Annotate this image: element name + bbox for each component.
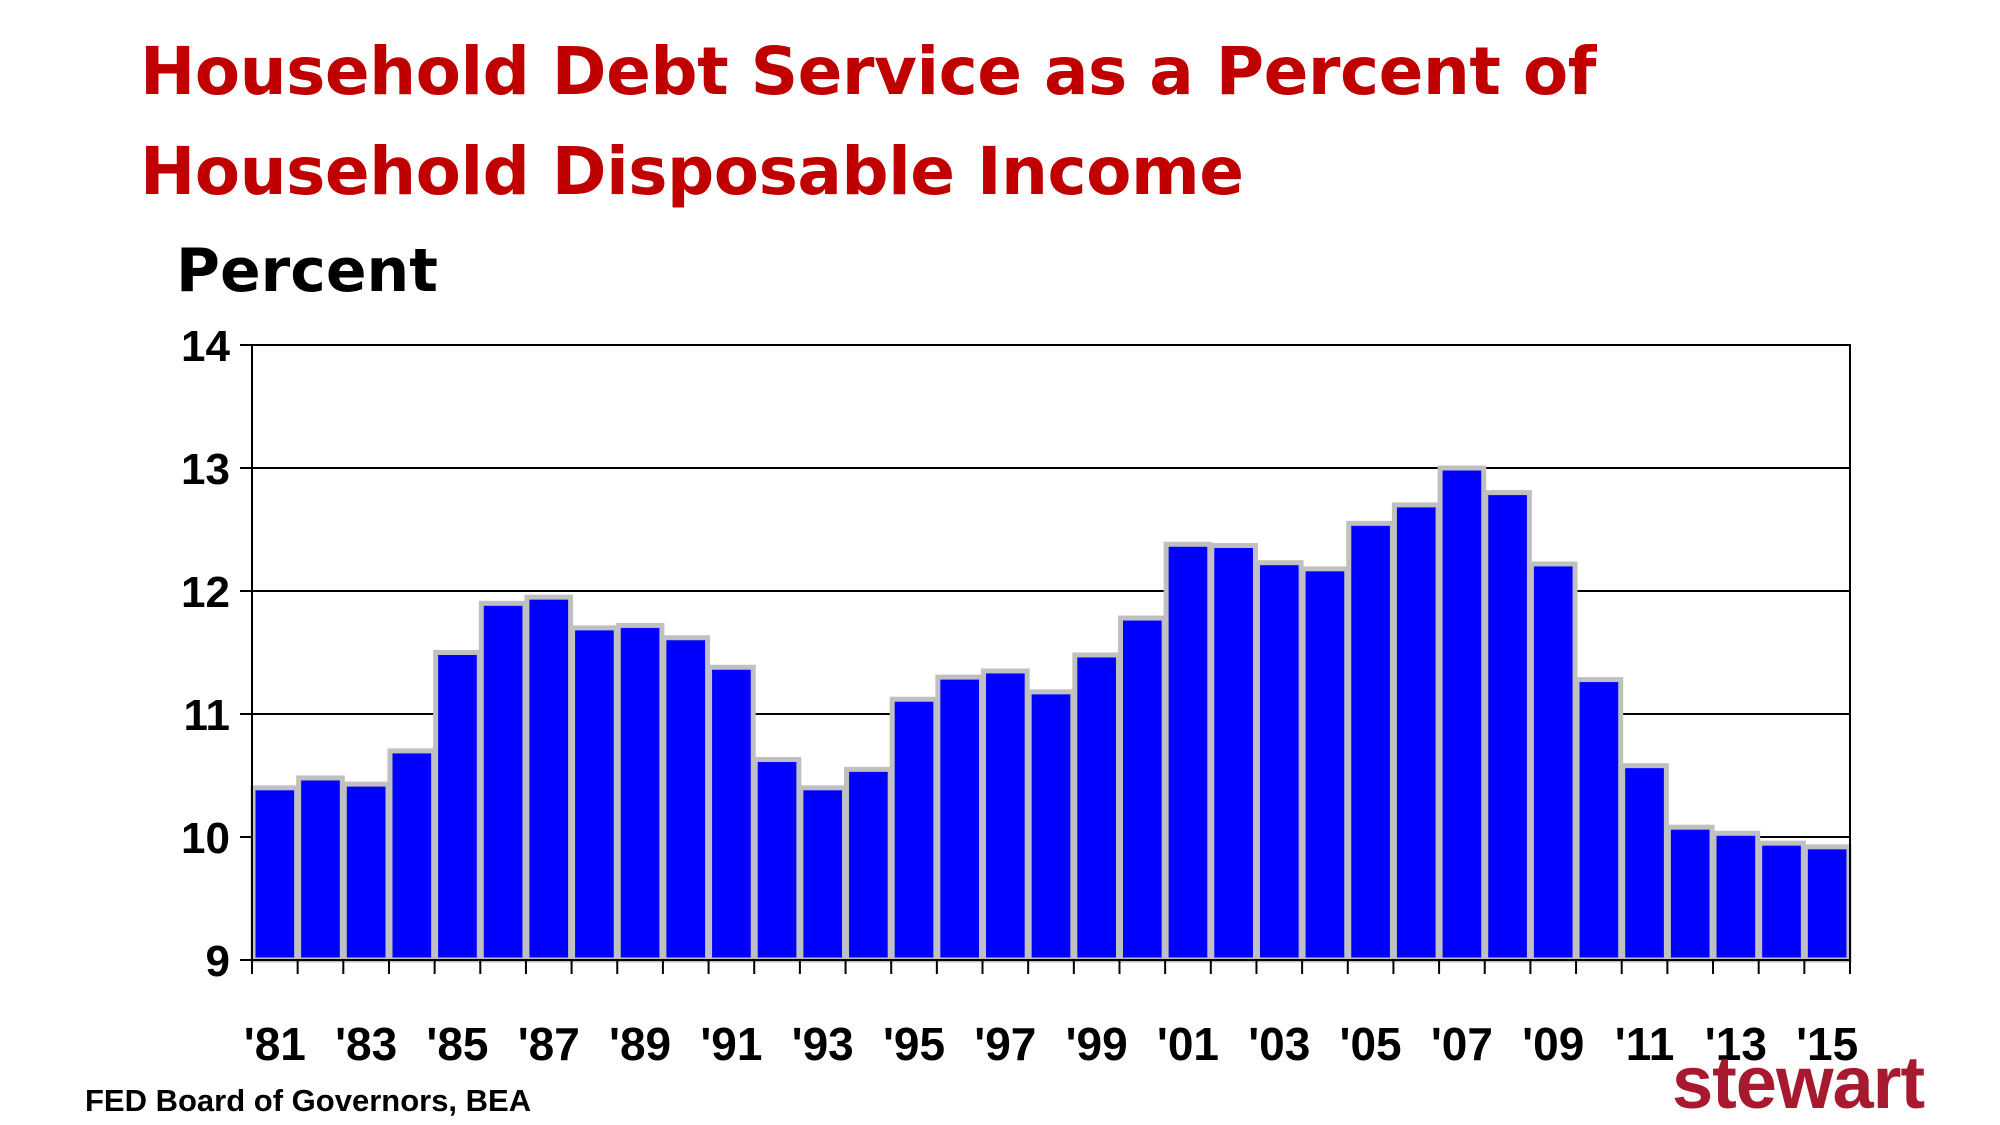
- bar-'99: [1072, 652, 1121, 963]
- bar-'07: [1437, 465, 1487, 963]
- bar-'86: [478, 600, 528, 963]
- x-tick-label: '89: [609, 1018, 671, 1070]
- bar-'04: [1300, 566, 1350, 963]
- x-tick-label: '13: [1705, 1018, 1767, 1070]
- stewart-logo: stewart: [1672, 1041, 1925, 1124]
- x-tick-label: '01: [1157, 1018, 1219, 1070]
- bar-'97: [981, 668, 1030, 963]
- bar-'90: [661, 635, 711, 963]
- plot-frame: [251, 344, 1851, 961]
- bar-'02: [1209, 542, 1258, 963]
- x-tick-label: '95: [883, 1018, 945, 1070]
- bar-'14: [1757, 840, 1806, 963]
- label-layer: 9 10 11 12 13 14 '81 '83 '85 '87 '89 '91 '93 '95 '97 '9…: [181, 322, 1858, 1070]
- x-tick-label: '81: [244, 1018, 306, 1070]
- axis-layer: [240, 344, 1851, 974]
- x-tick-label: '99: [1066, 1018, 1128, 1070]
- bar-'15: [1802, 844, 1852, 963]
- bar-'83: [341, 781, 391, 963]
- bar-'03: [1254, 560, 1304, 963]
- bar-'13: [1711, 830, 1761, 963]
- bar-'09: [1528, 561, 1578, 963]
- bar-'91: [707, 664, 756, 963]
- x-tick-label: '07: [1431, 1018, 1493, 1070]
- x-tick-label: '05: [1340, 1018, 1402, 1070]
- bar-'01: [1163, 541, 1213, 963]
- bar-'95: [889, 696, 939, 963]
- y-tick-label: 11: [183, 691, 230, 740]
- bar-'12: [1665, 824, 1715, 963]
- bar-'85: [433, 650, 482, 963]
- y-tick-label: 10: [181, 814, 230, 863]
- y-tick-label: 9: [206, 937, 230, 986]
- bar-'89: [615, 622, 665, 963]
- y-axis-label: Percent: [176, 236, 438, 306]
- bar-'96: [935, 674, 985, 963]
- bar-'94: [844, 766, 893, 963]
- chart-title: Household Debt Service as a Percent of H…: [140, 33, 1596, 210]
- bar-'92: [752, 757, 802, 963]
- y-tick-label: 13: [181, 445, 230, 494]
- x-tick-label: '11: [1615, 1018, 1675, 1070]
- bar-'87: [524, 594, 574, 963]
- x-tick-label: '83: [335, 1018, 397, 1070]
- bar-'11: [1620, 763, 1669, 963]
- bar-'06: [1391, 502, 1441, 963]
- x-tick-label: '93: [792, 1018, 854, 1070]
- bar-'10: [1574, 677, 1624, 963]
- bar-layer: [250, 465, 1852, 963]
- bar-'84: [387, 748, 437, 963]
- x-tick-label: '03: [1248, 1018, 1310, 1070]
- bar-'88: [570, 625, 619, 963]
- bar-'05: [1346, 520, 1395, 963]
- x-tick-label: '97: [974, 1018, 1036, 1070]
- bar-'98: [1026, 689, 1076, 963]
- x-tick-label: '87: [518, 1018, 580, 1070]
- x-tick-label: '85: [426, 1018, 488, 1070]
- bar-'81: [250, 785, 300, 963]
- bar-'08: [1483, 490, 1532, 963]
- bar-'82: [296, 775, 345, 963]
- source-note: FED Board of Governors, BEA: [85, 1083, 532, 1118]
- bar-'93: [798, 785, 848, 963]
- x-tick-label: '09: [1522, 1018, 1584, 1070]
- y-tick-label: 14: [181, 322, 230, 371]
- x-tick-label: '15: [1796, 1018, 1858, 1070]
- x-tick-label: '91: [700, 1018, 762, 1070]
- bar-'00: [1117, 615, 1167, 963]
- y-tick-label: 12: [181, 568, 230, 617]
